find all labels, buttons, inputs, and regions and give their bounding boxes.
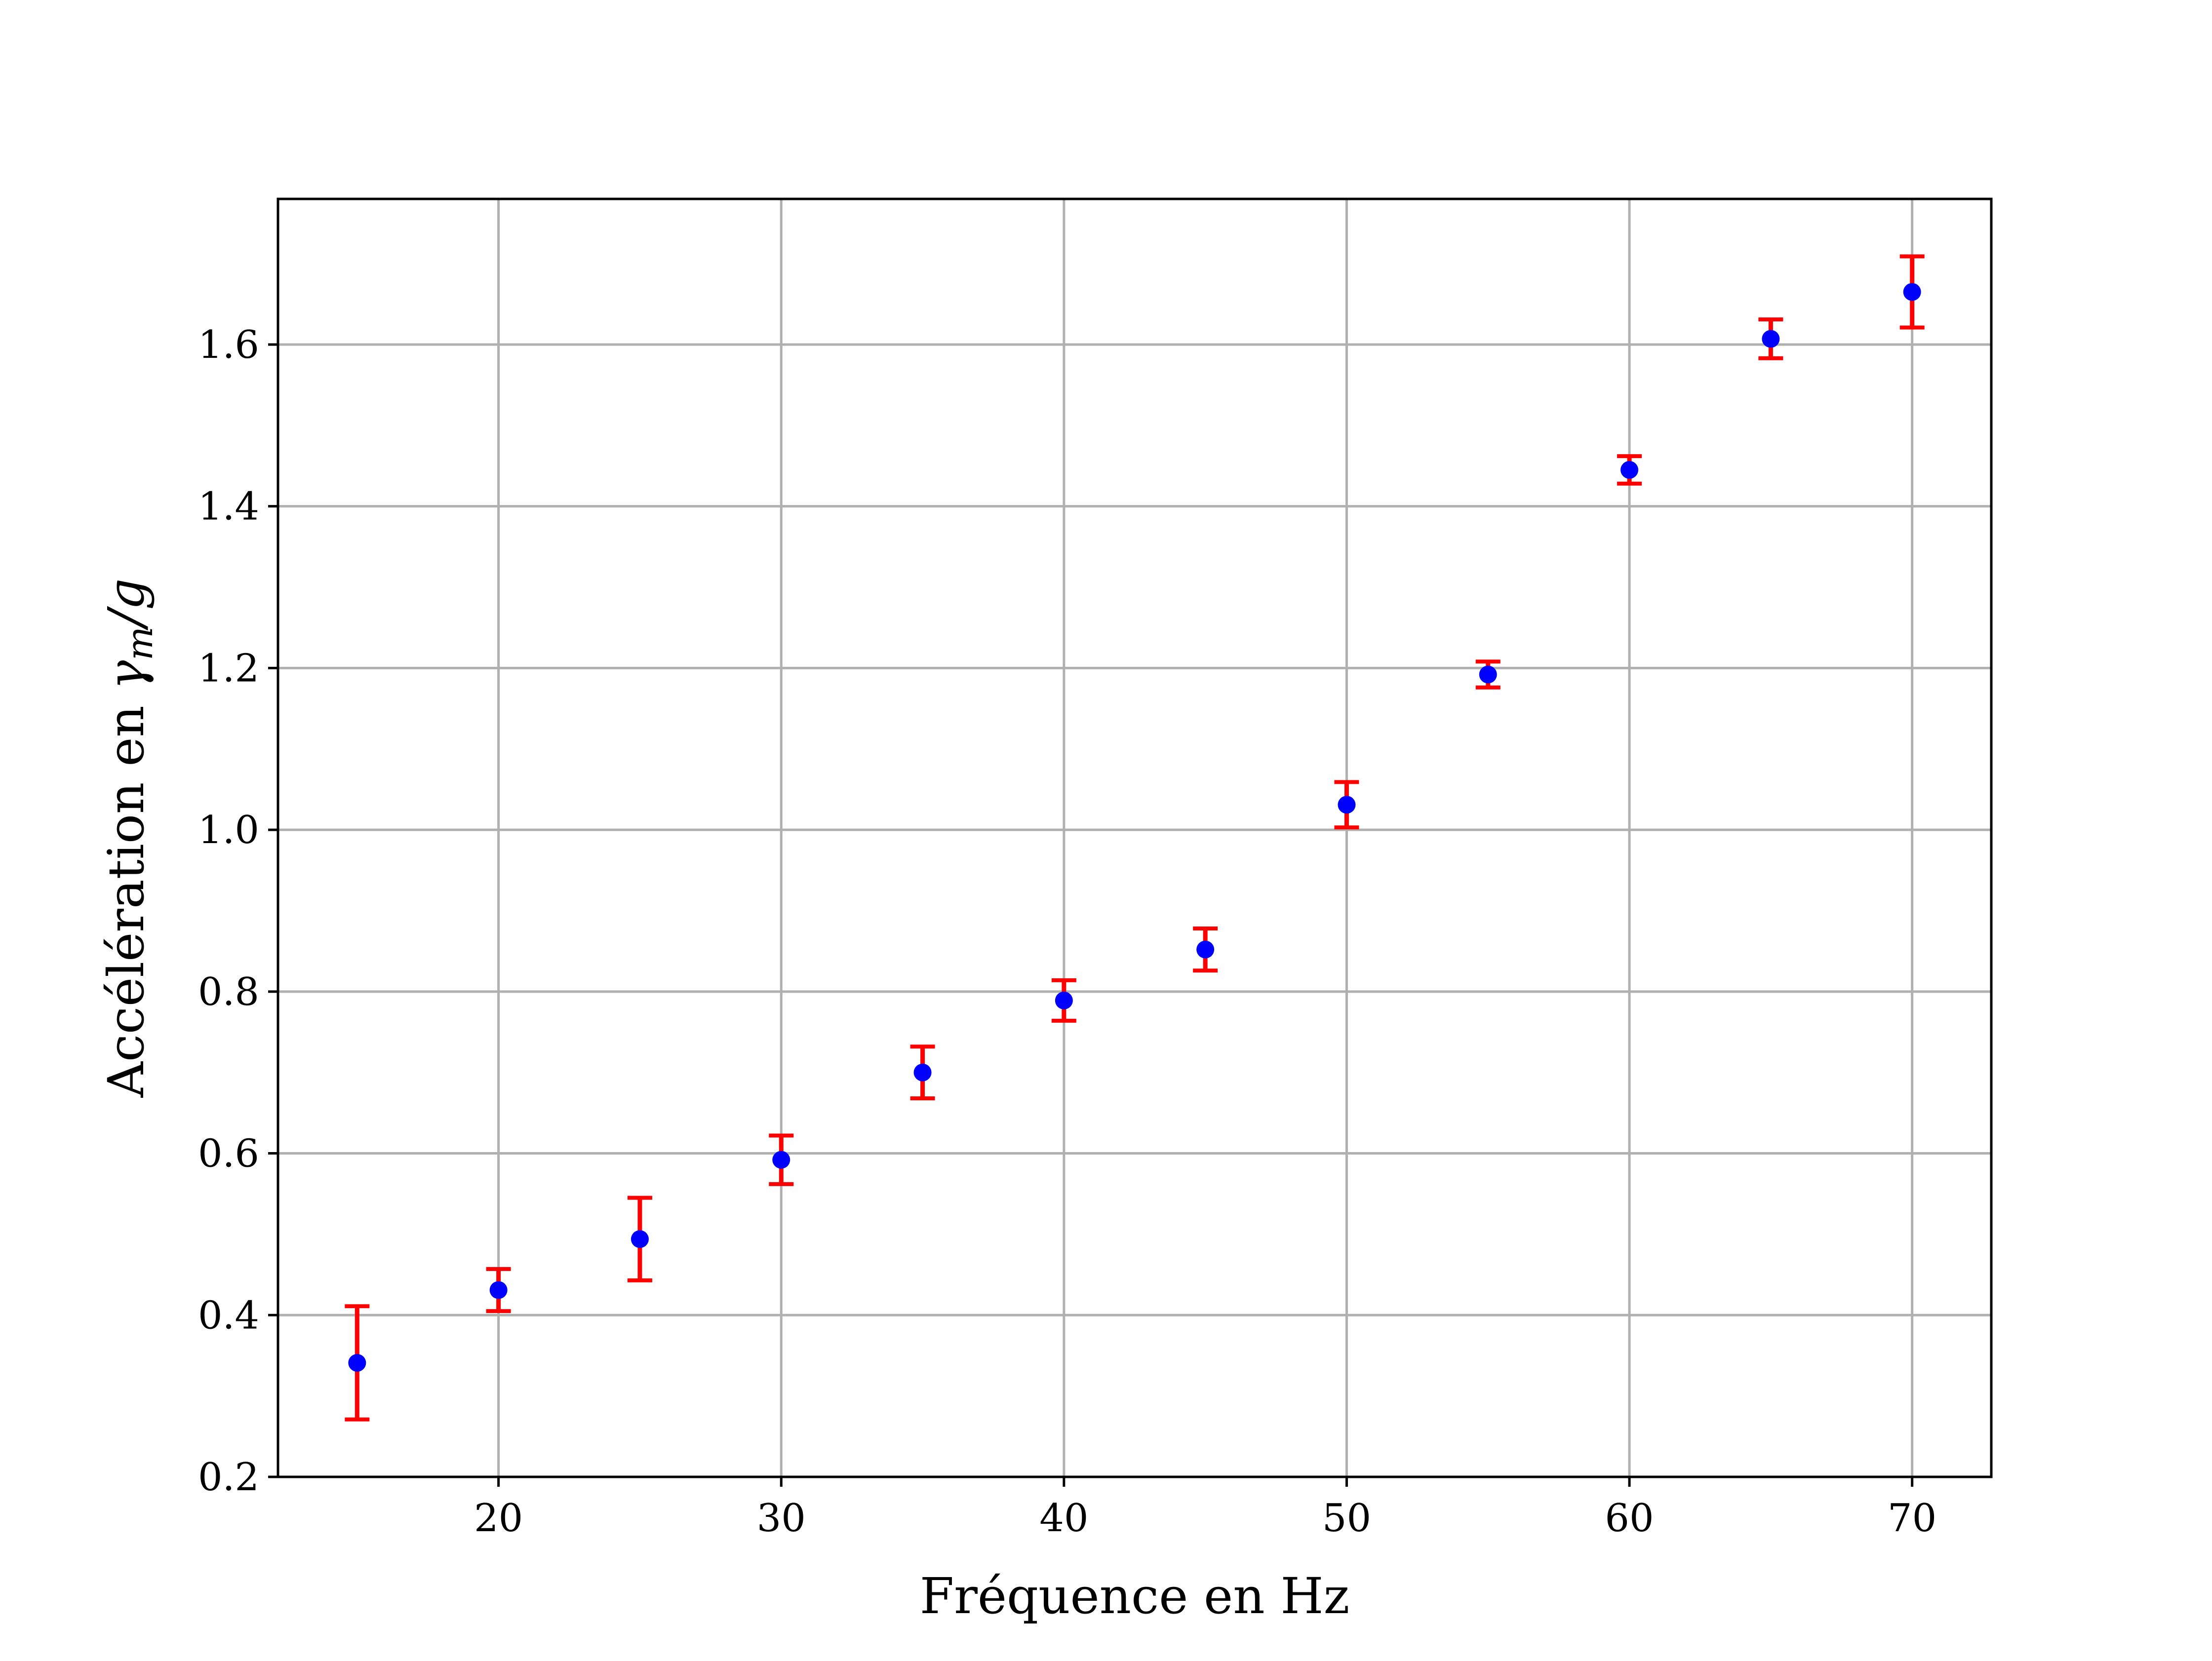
errorbar-point xyxy=(486,1267,511,1313)
y-axis-label-subscript: m xyxy=(119,626,160,660)
x-tick-label: 60 xyxy=(1605,1496,1654,1541)
data-point xyxy=(913,1063,932,1082)
y-tick-label: 0.8 xyxy=(198,970,259,1014)
x-tick-label: 30 xyxy=(757,1496,806,1541)
y-tick-label: 1.0 xyxy=(198,808,259,852)
data-point xyxy=(348,1353,366,1372)
y-tick-label: 1.6 xyxy=(198,323,259,367)
y-tick-label: 0.2 xyxy=(198,1455,259,1500)
data-point xyxy=(489,1281,508,1299)
data-point xyxy=(1196,940,1215,959)
data-layer xyxy=(345,254,1925,1422)
errorbar-point xyxy=(1475,659,1501,690)
errorbar-point xyxy=(910,1044,935,1101)
data-point xyxy=(1762,330,1780,348)
data-point xyxy=(1055,991,1073,1009)
x-tick-label: 20 xyxy=(474,1496,523,1541)
errorbar-point xyxy=(1617,454,1642,486)
errorbar-point xyxy=(345,1304,370,1422)
data-point xyxy=(1479,665,1497,684)
y-tick-label: 0.6 xyxy=(198,1132,259,1176)
data-point xyxy=(772,1151,790,1169)
errorbar-point xyxy=(1758,317,1783,360)
x-tick-label: 50 xyxy=(1322,1496,1371,1541)
errorbar-point xyxy=(1334,780,1359,830)
errorbar-point xyxy=(1193,927,1218,973)
ticks: 20 30 40 50 60 70 0.2 0.4 0.6 0.8 1.0 1.2 1.4 1.6 xyxy=(198,323,1936,1541)
errorbar-point xyxy=(769,1133,794,1186)
data-point xyxy=(1338,796,1356,814)
errorbar-point xyxy=(1051,978,1076,1023)
x-tick-label: 70 xyxy=(1888,1496,1936,1541)
data-point xyxy=(1620,461,1639,479)
y-axis-label-symbol: γ xyxy=(97,660,155,690)
x-tick-label: 40 xyxy=(1039,1496,1088,1541)
errorbar-point xyxy=(627,1196,652,1282)
y-tick-label: 1.4 xyxy=(198,485,259,529)
data-point xyxy=(631,1230,649,1248)
grid xyxy=(278,199,1991,1478)
y-axis-label-text: Accélération en xyxy=(97,690,155,1098)
y-axis-label: Accélération en γm/g xyxy=(97,579,160,1098)
y-tick-label: 1.2 xyxy=(198,646,259,691)
plot-frame xyxy=(276,197,1993,1478)
y-axis-label-suffix: /g xyxy=(97,579,155,631)
errorbar-point xyxy=(1899,254,1925,330)
x-axis-label: Fréquence en Hz xyxy=(920,1567,1350,1625)
data-point xyxy=(1903,283,1921,301)
y-tick-label: 0.4 xyxy=(198,1293,259,1338)
